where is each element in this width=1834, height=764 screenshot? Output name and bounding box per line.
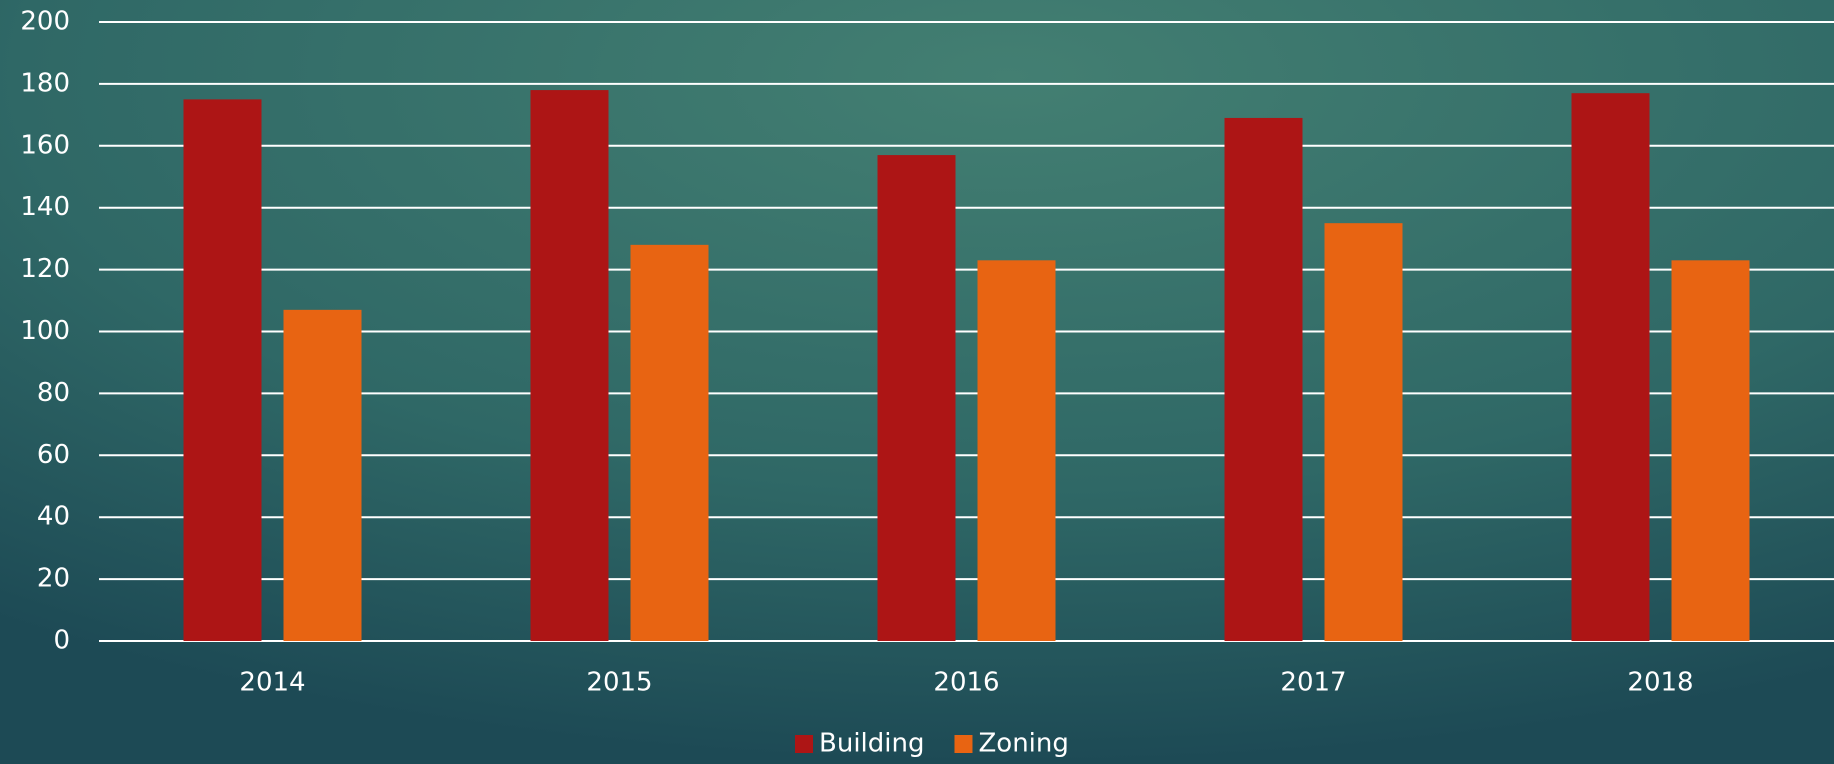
y-tick-label: 60 <box>37 440 70 470</box>
y-tick-label: 140 <box>20 192 70 222</box>
y-tick-label: 20 <box>37 564 70 594</box>
x-tick-label: 2016 <box>933 668 999 698</box>
x-tick-label: 2015 <box>586 668 652 698</box>
legend-swatch <box>795 735 813 753</box>
x-tick-label: 2014 <box>239 668 305 698</box>
bar <box>1224 117 1303 641</box>
y-tick-label: 40 <box>37 502 70 532</box>
bar <box>530 90 609 642</box>
bar <box>877 155 956 641</box>
y-tick-label: 200 <box>20 7 70 37</box>
y-tick-label: 120 <box>20 254 70 284</box>
bar <box>183 99 262 641</box>
y-tick-label: 100 <box>20 316 70 346</box>
x-tick-label: 2017 <box>1280 668 1346 698</box>
bar <box>1571 93 1650 641</box>
y-tick-label: 160 <box>20 130 70 160</box>
legend-label: Zoning <box>978 729 1068 759</box>
legend-label: Building <box>819 729 924 759</box>
legend-swatch <box>954 735 973 753</box>
x-tick-label: 2018 <box>1627 668 1693 698</box>
bar <box>977 260 1056 641</box>
bar <box>1671 260 1750 641</box>
y-tick-label: 80 <box>37 378 70 408</box>
bar <box>283 309 362 641</box>
bar <box>630 244 709 641</box>
y-tick-label: 0 <box>53 626 70 656</box>
y-tick-label: 180 <box>20 68 70 98</box>
bar <box>1324 223 1403 642</box>
